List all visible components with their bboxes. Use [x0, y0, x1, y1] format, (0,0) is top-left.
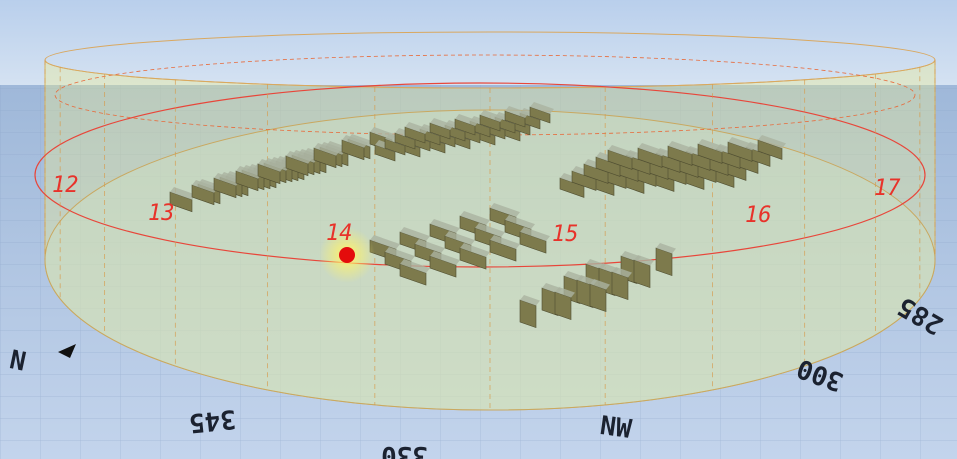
- panel-face: [214, 173, 240, 186]
- solar-panel: [519, 231, 547, 254]
- panel-field: [169, 102, 786, 329]
- panel-face: [608, 145, 636, 159]
- panel-face: [505, 215, 535, 230]
- panel-face: [475, 223, 505, 238]
- panel-face: [236, 166, 262, 179]
- panel-face: [415, 239, 445, 254]
- solar-panel: [285, 155, 309, 177]
- hour-label: 17: [874, 176, 901, 201]
- panel-face: [612, 267, 632, 278]
- panel-face: [370, 235, 400, 250]
- panel-face: [490, 203, 520, 218]
- panel-face: [698, 139, 726, 153]
- panel-face: [170, 187, 196, 200]
- panel-face: [286, 151, 312, 164]
- panel-face: [490, 235, 520, 250]
- panel-face: [400, 227, 430, 242]
- solar-panel: [399, 263, 427, 286]
- panel-face: [400, 259, 430, 274]
- compass-label: 345: [188, 403, 238, 438]
- panel-face: [668, 141, 696, 155]
- solar-panel: [313, 147, 337, 169]
- panel-face: [314, 143, 340, 156]
- solar-panel: [394, 132, 416, 150]
- hour-label: 15: [552, 222, 579, 247]
- panel-face: [634, 255, 654, 266]
- panel-face: [530, 102, 554, 114]
- panel-face: [758, 135, 786, 149]
- meridians: [44, 60, 936, 410]
- sun: [339, 247, 355, 263]
- solar-panel: [341, 139, 365, 161]
- panel-face: [520, 227, 550, 242]
- panel-face: [455, 114, 479, 126]
- solar-panel: [374, 144, 396, 162]
- hour-label: 14: [326, 221, 353, 246]
- solar-panel: [404, 126, 426, 144]
- panel-face: [405, 122, 429, 134]
- panel-face: [258, 159, 284, 172]
- panel-face: [638, 143, 666, 157]
- solar-panel: [384, 138, 406, 156]
- hour-label: 13: [148, 201, 175, 226]
- hour-label: 12: [52, 173, 79, 198]
- ground-grid: [0, 85, 957, 459]
- north-arrow: [58, 344, 76, 358]
- panel-face: [445, 231, 475, 246]
- panel-face: [192, 180, 218, 193]
- panel-face: [555, 287, 575, 298]
- panel-face: [656, 243, 676, 254]
- panel-face: [480, 110, 504, 122]
- solar-panel: [504, 110, 526, 128]
- panel-face: [728, 137, 756, 151]
- panel-face: [520, 295, 540, 306]
- panel-face: [505, 106, 529, 118]
- compass-label: NW: [598, 411, 634, 445]
- panel-face: [430, 118, 454, 130]
- panel-face: [385, 247, 415, 262]
- solar-panel: [429, 255, 457, 278]
- solar-panel: [529, 106, 551, 124]
- panel-face: [342, 135, 368, 148]
- panel-face: [430, 251, 460, 266]
- compass-label: 330: [381, 440, 428, 459]
- compass-label: N: [7, 345, 29, 378]
- solar-panel: [257, 163, 281, 185]
- panel-face: [590, 279, 610, 290]
- panel-face: [460, 211, 490, 226]
- sky: [0, 0, 957, 90]
- hour-label: 16: [745, 203, 772, 228]
- panel-face: [460, 243, 490, 258]
- panel-face: [430, 219, 460, 234]
